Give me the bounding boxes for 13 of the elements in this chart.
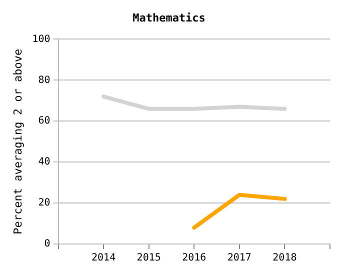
y-tick-label: 40: [38, 156, 50, 168]
x-tick-label: 2016: [182, 252, 206, 264]
y-tick-label: 100: [32, 34, 50, 45]
y-tick-label: 20: [38, 198, 50, 209]
y-axis-title: Percent averaging 2 or above: [11, 48, 24, 234]
chart-title: Mathematics: [132, 11, 206, 24]
y-tick-label: 0: [44, 238, 50, 250]
x-tick-label: 2018: [272, 252, 297, 264]
x-tick-label: 2015: [136, 252, 161, 264]
y-tick-label: 80: [38, 74, 50, 86]
y-tick-label: 60: [38, 116, 50, 127]
x-tick-label: 2017: [227, 252, 252, 264]
x-tick-label: 2014: [92, 252, 116, 264]
